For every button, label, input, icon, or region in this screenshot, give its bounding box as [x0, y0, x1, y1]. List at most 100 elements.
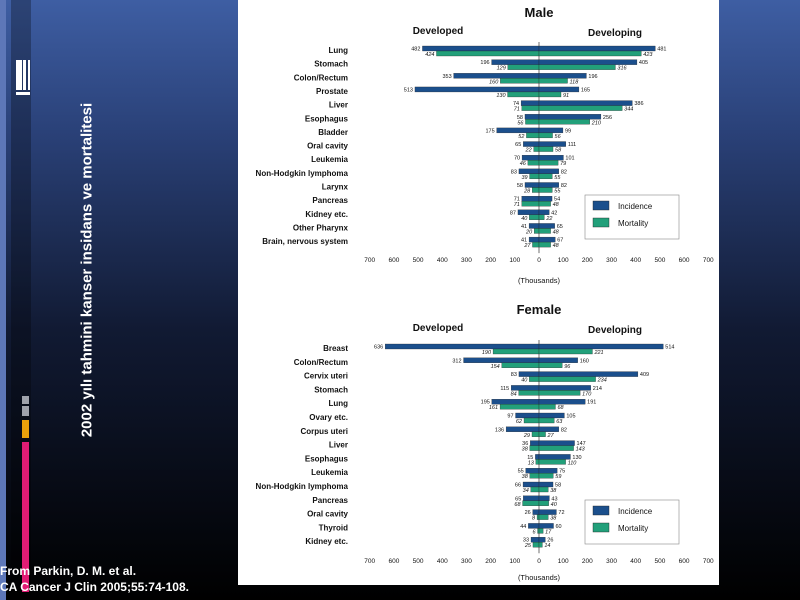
category-label: Esophagus [305, 454, 349, 463]
bar-developing-incidence [538, 385, 591, 391]
value-label-developed-mortality: 46 [520, 161, 527, 167]
bar-developing-mortality [538, 445, 574, 451]
value-label-developing-incidence: 481 [657, 47, 666, 53]
bar-developed-mortality [500, 78, 540, 84]
value-label-developed-mortality: 84 [511, 391, 517, 397]
value-label-developed-incidence: 97 [507, 414, 513, 420]
bar-developed-incidence [518, 168, 540, 175]
legend-swatch-incidence [592, 200, 610, 211]
value-label-developed-mortality: 38 [522, 474, 529, 480]
value-label-developing-mortality: 48 [553, 243, 560, 249]
bar-developed-incidence [511, 385, 540, 391]
left-group-label: Developed [413, 323, 464, 334]
bar-developed-incidence [385, 343, 540, 350]
value-label-developing-mortality: 79 [560, 161, 566, 167]
value-label-developed-incidence: 55 [518, 469, 524, 475]
category-label: Lung [328, 46, 348, 55]
bar-developing-incidence [538, 59, 638, 65]
category-label: Leukemia [311, 468, 348, 477]
legend-swatch-mortality [592, 217, 610, 228]
value-label-developed-mortality: 160 [489, 79, 499, 85]
bar-developed-incidence [491, 59, 540, 65]
bar-developing-incidence [538, 523, 554, 529]
category-label: Kidney etc. [305, 537, 348, 546]
bar-developed-mortality [529, 376, 540, 382]
value-label-developing-incidence: 82 [561, 169, 567, 175]
bar-developing-incidence [538, 168, 559, 175]
bar-developing-mortality [538, 404, 556, 410]
bar-developing-mortality [538, 348, 593, 355]
value-label-developed-mortality: 27 [523, 243, 531, 249]
bar-developing-incidence [538, 114, 602, 120]
bar-developed-incidence [463, 357, 540, 363]
chart-panel: Male Developed Developing Lung 482 424 481 423 S… [238, 0, 719, 585]
bar-developing-mortality [538, 500, 549, 506]
bar-developed-incidence [523, 495, 540, 501]
x-tick-label: 300 [461, 558, 472, 565]
value-label-developing-incidence: 386 [634, 101, 643, 107]
value-label-developing-incidence: 130 [572, 455, 581, 461]
legend-label-incidence: Incidence [618, 507, 653, 516]
x-tick-label: 300 [606, 558, 617, 565]
bar-developed-mortality [532, 187, 540, 193]
x-tick-label: 300 [461, 257, 472, 264]
category-label: Non-Hodgkin lymphoma [256, 482, 349, 491]
bar-developed-incidence [496, 127, 540, 134]
bar-developed-mortality [534, 228, 540, 234]
left-edge-strip [0, 0, 6, 600]
bar-developed-mortality [507, 91, 540, 98]
x-tick-label: 200 [485, 257, 496, 264]
bar-developed-mortality [532, 542, 540, 548]
category-label: Esophagus [305, 114, 349, 123]
bar-developed-mortality [529, 173, 540, 180]
value-label-developed-incidence: 312 [452, 358, 461, 364]
bar-developed-incidence [524, 114, 540, 120]
bar-developed-incidence [518, 371, 540, 377]
value-label-developing-incidence: 256 [603, 115, 612, 121]
value-label-developed-incidence: 58 [517, 183, 523, 189]
category-label: Colon/Rectum [294, 358, 348, 367]
value-label-developing-mortality: 68 [557, 405, 564, 411]
bar-developed-incidence [532, 509, 540, 515]
bar-developed-mortality [492, 348, 540, 355]
value-label-developing-incidence: 101 [565, 156, 574, 162]
bar-developed-mortality [536, 514, 540, 520]
value-label-developing-incidence: 99 [565, 128, 571, 134]
bar-developed-mortality [522, 500, 540, 506]
bar-developing-mortality [538, 214, 545, 220]
value-label-developed-incidence: 74 [513, 101, 519, 107]
bar-developing-mortality [538, 200, 551, 207]
bar-developing-mortality [538, 160, 559, 166]
x-tick-label: 600 [679, 257, 690, 264]
value-label-developing-mortality: 344 [624, 107, 633, 113]
bar-developed-incidence [521, 195, 540, 202]
bar-developing-incidence [538, 481, 554, 488]
chart-title: Female [517, 302, 562, 317]
x-tick-label: 500 [654, 558, 665, 565]
category-label: Breast [323, 344, 348, 353]
bar-developed-mortality [518, 390, 540, 396]
bar-developing-mortality [538, 173, 553, 180]
x-tick-label: 500 [654, 257, 665, 264]
value-label-developing-mortality: 55 [554, 189, 561, 195]
value-label-developed-mortality: 39 [521, 175, 527, 181]
bar-developed-incidence [524, 182, 540, 188]
x-tick-label: 600 [388, 558, 399, 565]
value-label-developed-incidence: 71 [514, 197, 520, 203]
value-label-developed-mortality: 38 [522, 447, 529, 453]
bar-developed-incidence [453, 73, 540, 79]
decorative-stripe [16, 60, 22, 90]
value-label-developed-incidence: 66 [515, 483, 521, 489]
value-label-developed-incidence: 58 [517, 115, 523, 121]
x-tick-label: 200 [582, 257, 593, 264]
value-label-developing-incidence: 111 [568, 142, 576, 148]
value-label-developing-mortality: 17 [545, 529, 552, 535]
legend-swatch-incidence [592, 505, 610, 516]
category-label: Stomach [314, 385, 348, 394]
bar-developed-mortality [525, 119, 540, 125]
value-label-developing-incidence: 60 [556, 524, 562, 530]
value-label-developed-mortality: 29 [523, 433, 530, 439]
value-label-developed-incidence: 26 [525, 510, 531, 516]
x-tick-label: 300 [606, 257, 617, 264]
bar-developed-mortality [532, 241, 540, 248]
